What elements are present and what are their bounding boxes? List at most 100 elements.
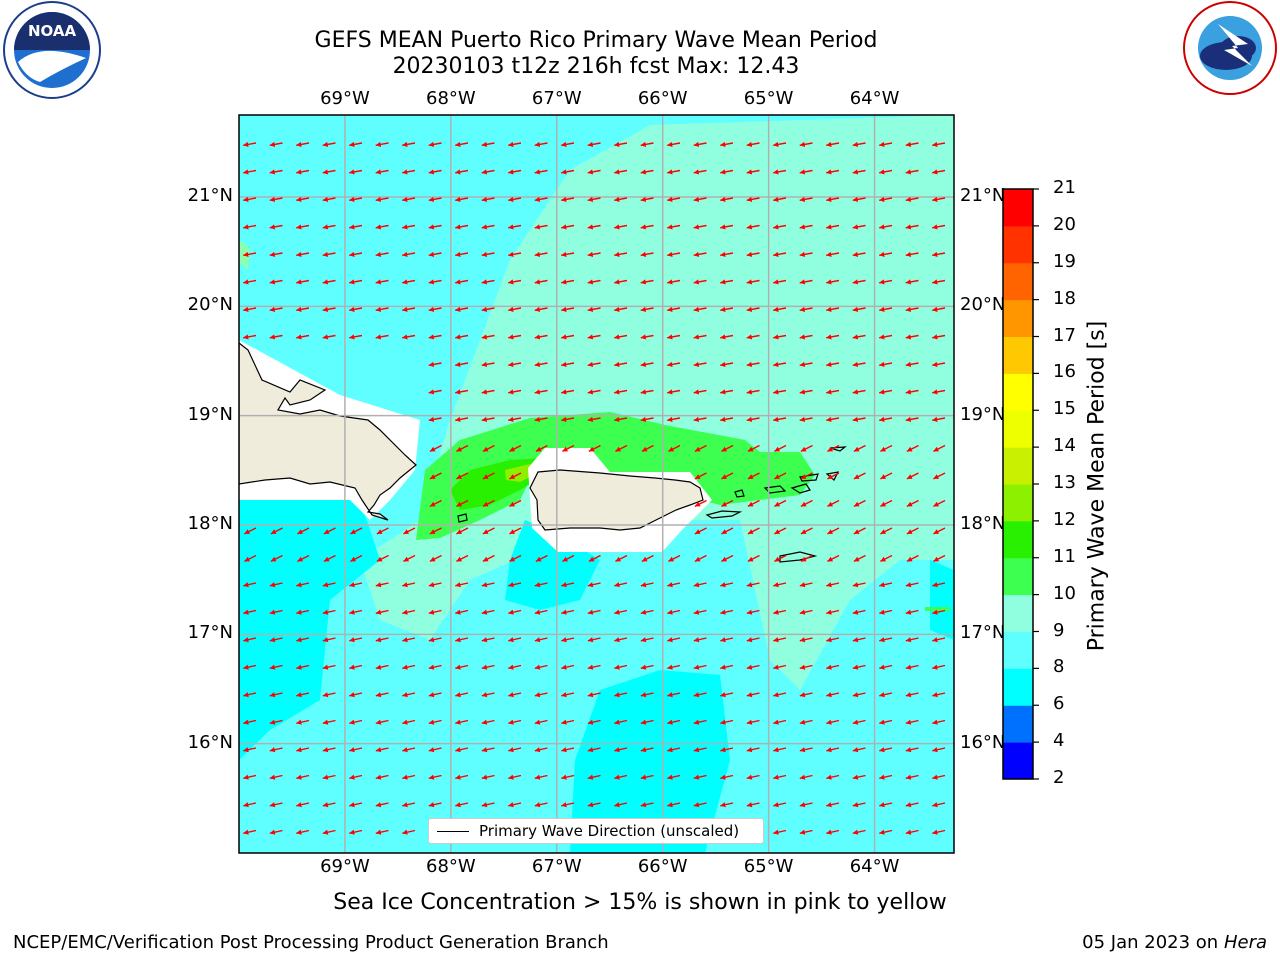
wave-direction-arrow [587,637,601,643]
wave-direction-arrow [322,141,336,147]
wave-direction-arrow [534,334,548,340]
wave-direction-arrow [879,306,893,312]
wave-direction-arrow [561,389,575,395]
colorbar-segment [1003,594,1033,632]
wave-direction-arrow [455,609,469,615]
wave-direction-arrow [587,251,601,257]
wave-direction-arrow [614,389,628,395]
wave-direction-arrow [509,472,522,480]
wave-direction-arrow [508,664,522,670]
nws-logo-icon [1183,1,1277,95]
lon-top-tick: 68°W [425,88,476,109]
wave-direction-arrow [561,306,575,312]
wave-direction-arrow [721,527,734,535]
chart-subtitle: 20230103 t12z 216h fcst Max: 12.43 [392,54,800,79]
wave-direction-arrow [534,692,548,698]
wave-direction-arrow [694,472,707,480]
wave-direction-arrow [773,141,787,147]
wave-direction-arrow [402,692,416,698]
wave-direction-arrow [746,774,760,780]
wave-direction-arrow [667,306,681,312]
wave-direction-arrow [534,416,548,422]
wave-direction-arrow [456,444,469,452]
wave-direction-arrow [322,664,336,670]
wave-direction-arrow [799,692,813,698]
wave-direction-arrow [296,747,310,753]
wave-direction-arrow [799,416,813,422]
lat-right-tick: 16°N [960,731,1006,753]
wave-direction-arrow [614,224,628,230]
wave-direction-arrow [853,499,866,507]
wave-direction-arrow [667,141,681,147]
wave-direction-arrow [534,774,548,780]
wave-direction-arrow [826,361,840,367]
wave-direction-arrow [456,554,469,562]
wave-direction-arrow [508,637,522,643]
lon-top-tick: 67°W [531,88,582,109]
wave-direction-arrow [667,747,681,753]
wave-direction-arrow [455,306,469,312]
wave-direction-arrow [852,774,866,780]
wave-direction-arrow [614,719,628,725]
wave-direction-arrow [587,389,601,395]
wave-direction-arrow [880,472,893,480]
wave-direction-arrow [270,554,283,562]
wave-direction-arrow [932,169,946,175]
wave-direction-arrow [349,251,363,257]
wave-direction-arrow [614,334,628,340]
wave-direction-arrow [429,554,442,562]
wave-direction-arrow [614,774,628,780]
wave-direction-arrow [720,306,734,312]
wave-direction-arrow [774,472,787,480]
wave-direction-arrow [774,499,787,507]
wave-direction-arrow [402,829,416,835]
colorbar-segment [1003,299,1033,337]
wave-direction-arrow [640,582,654,588]
wave-direction-arrow [561,774,575,780]
lon-top-tick: 65°W [743,88,794,109]
wave-direction-arrow [852,719,866,725]
wave-direction-arrow [508,169,522,175]
wave-direction-arrow [905,774,919,780]
wave-direction-arrow [428,224,442,230]
wave-direction-arrow [640,609,654,615]
wave-direction-arrow [693,609,707,615]
wave-direction-arrow [375,582,389,588]
wave-direction-arrow [746,719,760,725]
wave-direction-arrow [509,499,522,507]
wave-direction-arrow [296,664,310,670]
wave-direction-arrow [614,747,628,753]
lat-right-tick: 18°N [960,513,1006,534]
wave-direction-arrow [746,279,760,285]
field-10-11s [416,412,815,540]
wave-direction-arrow [455,664,469,670]
wave-direction-arrow [429,499,442,507]
wave-direction-arrow [482,472,495,480]
wave-direction-arrow [508,196,522,202]
wave-direction-arrow [852,609,866,615]
wave-direction-arrow [587,609,601,615]
wave-direction-arrow [852,664,866,670]
wave-direction-arrow [905,224,919,230]
wave-direction-arrow [243,279,257,285]
colorbar-segment [1003,189,1033,227]
wave-direction-arrow [667,774,681,780]
wave-direction-arrow [852,334,866,340]
wave-direction-arrow [481,169,495,175]
wave-direction-arrow [269,582,283,588]
wave-direction-arrow [375,664,389,670]
wave-direction-arrow [428,169,442,175]
wave-direction-arrow [534,169,548,175]
wave-direction-arrow [614,637,628,643]
wave-direction-arrow [296,637,310,643]
wave-direction-arrow [243,829,257,835]
wave-direction-arrow [561,251,575,257]
wave-direction-arrow [879,224,893,230]
legend-line-icon [437,831,469,832]
wave-direction-arrow [799,747,813,753]
wave-direction-arrow [667,334,681,340]
wave-direction-arrow [243,637,257,643]
wave-direction-arrow [640,279,654,285]
wave-direction-arrow [614,582,628,588]
wave-direction-arrow [932,774,946,780]
